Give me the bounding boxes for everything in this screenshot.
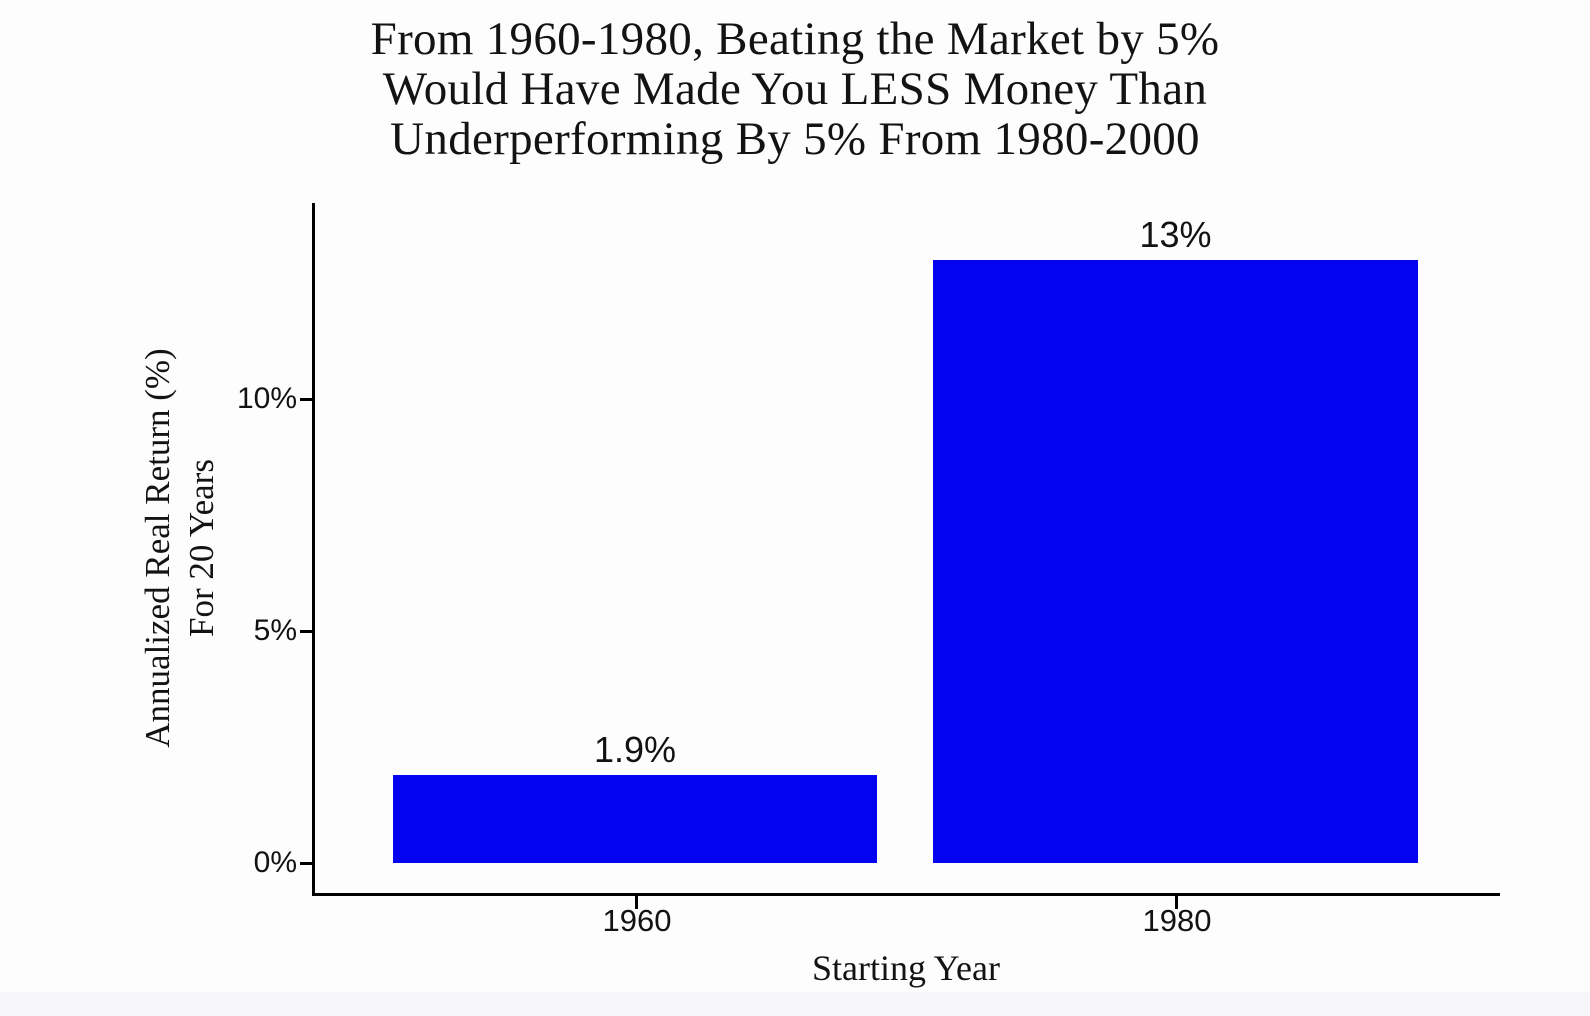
x-tick-label-1960: 1960 <box>602 903 672 938</box>
x-tick-label-1980: 1980 <box>1142 903 1212 938</box>
chart-title: From 1960-1980, Beating the Market by 5%… <box>0 14 1590 164</box>
y-tick-mark-5 <box>300 629 312 633</box>
chart-title-line-1: From 1960-1980, Beating the Market by 5% <box>370 13 1220 65</box>
y-tick-label-0: 0% <box>253 846 297 879</box>
y-tick-mark-0 <box>300 861 312 865</box>
y-axis-title-line-2: For 20 Years <box>182 459 221 637</box>
bar-value-label-1980: 13% <box>1139 213 1212 255</box>
x-axis-title: Starting Year <box>812 948 1000 988</box>
x-tick-mark-1980 <box>1175 896 1178 909</box>
y-tick-label-5: 5% <box>253 614 297 647</box>
bar-1980 <box>933 259 1418 863</box>
y-tick-label-10: 10% <box>236 382 297 415</box>
chart-title-line-3: Underperforming By 5% From 1980-2000 <box>390 113 1200 165</box>
plot-area: 0% 5% 10% 1.9% 13% 1960 1980 <box>237 203 1500 938</box>
y-tick-mark-10 <box>300 397 312 401</box>
x-tick-mark-1960 <box>635 896 638 909</box>
bar-value-label-1960: 1.9% <box>593 728 677 770</box>
bar-1960 <box>393 774 877 863</box>
y-axis-title: Annualized Real Return (%) For 20 Years <box>136 208 228 888</box>
y-axis-title-line-1: Annualized Real Return (%) <box>138 348 177 748</box>
bottom-strip <box>0 992 1590 1016</box>
chart-title-line-2: Would Have Made You LESS Money Than <box>382 63 1208 115</box>
